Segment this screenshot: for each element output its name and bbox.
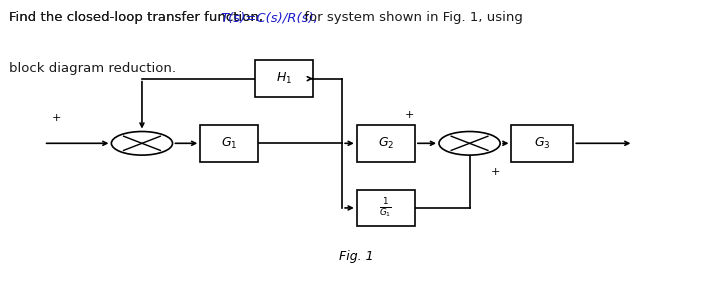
Text: Find the closed-loop transfer function,: Find the closed-loop transfer function,: [9, 11, 268, 24]
Text: +: +: [491, 167, 499, 177]
Text: $\frac{1}{G_1}$: $\frac{1}{G_1}$: [379, 196, 392, 220]
Ellipse shape: [111, 132, 173, 155]
Text: block diagram reduction.: block diagram reduction.: [9, 62, 176, 75]
Text: +: +: [405, 110, 414, 120]
Text: $H_1$: $H_1$: [276, 71, 292, 86]
FancyBboxPatch shape: [511, 125, 574, 162]
FancyBboxPatch shape: [357, 190, 415, 226]
FancyBboxPatch shape: [255, 60, 313, 97]
Text: $G_2$: $G_2$: [378, 136, 394, 151]
Ellipse shape: [439, 132, 500, 155]
Text: T(s)=C(s)/R(s),: T(s)=C(s)/R(s),: [221, 11, 318, 24]
Text: $G_1$: $G_1$: [221, 136, 237, 151]
Text: $G_3$: $G_3$: [534, 136, 550, 151]
Text: Fig. 1: Fig. 1: [339, 250, 374, 263]
Text: for system shown in Fig. 1, using: for system shown in Fig. 1, using: [300, 11, 523, 24]
Text: +: +: [52, 113, 61, 123]
FancyBboxPatch shape: [200, 125, 258, 162]
Text: Find the closed-loop transfer function, T(s)=C(s)/R(s),: Find the closed-loop transfer function, …: [9, 11, 364, 24]
FancyBboxPatch shape: [357, 125, 415, 162]
Text: Find the closed-loop transfer function,: Find the closed-loop transfer function,: [9, 11, 268, 24]
